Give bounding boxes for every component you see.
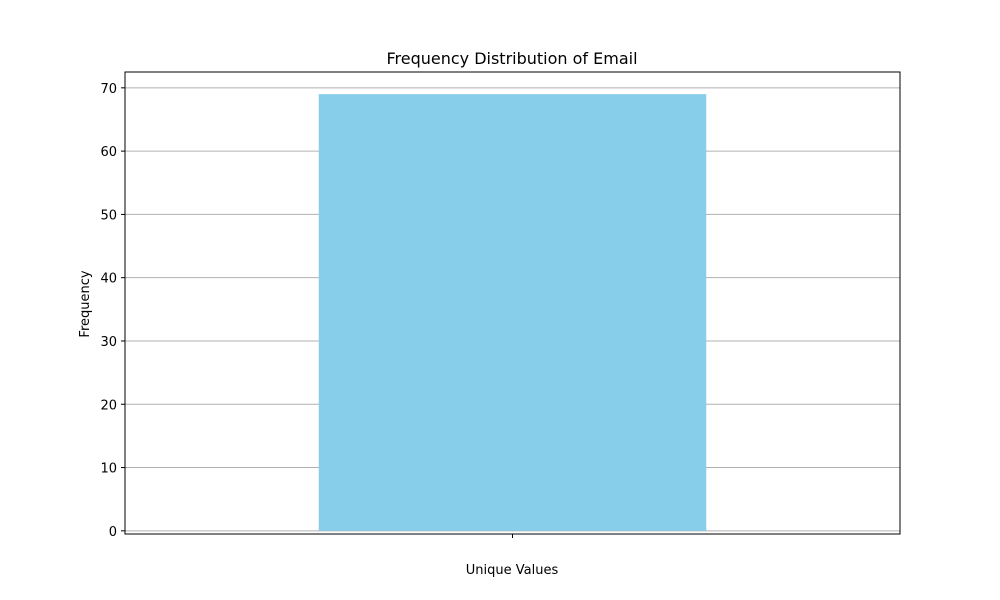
y-tick-label: 30 — [100, 335, 117, 350]
y-tick-label: 20 — [100, 398, 117, 413]
bar — [318, 94, 707, 531]
y-tick-label: 40 — [100, 272, 117, 287]
y-tick-label: 0 — [109, 525, 117, 540]
y-tick-label: 10 — [100, 462, 117, 477]
bars — [318, 94, 707, 531]
y-tick-label: 60 — [100, 145, 117, 160]
y-tick-label: 70 — [100, 82, 117, 97]
chart-title: Frequency Distribution of Email — [386, 49, 637, 68]
y-axis-label: Frequency — [78, 270, 93, 337]
y-tick-label: 50 — [100, 208, 117, 223]
x-axis-label: Unique Values — [466, 563, 559, 578]
y-axis-ticks: 0 10 20 30 40 50 60 70 — [100, 82, 125, 540]
